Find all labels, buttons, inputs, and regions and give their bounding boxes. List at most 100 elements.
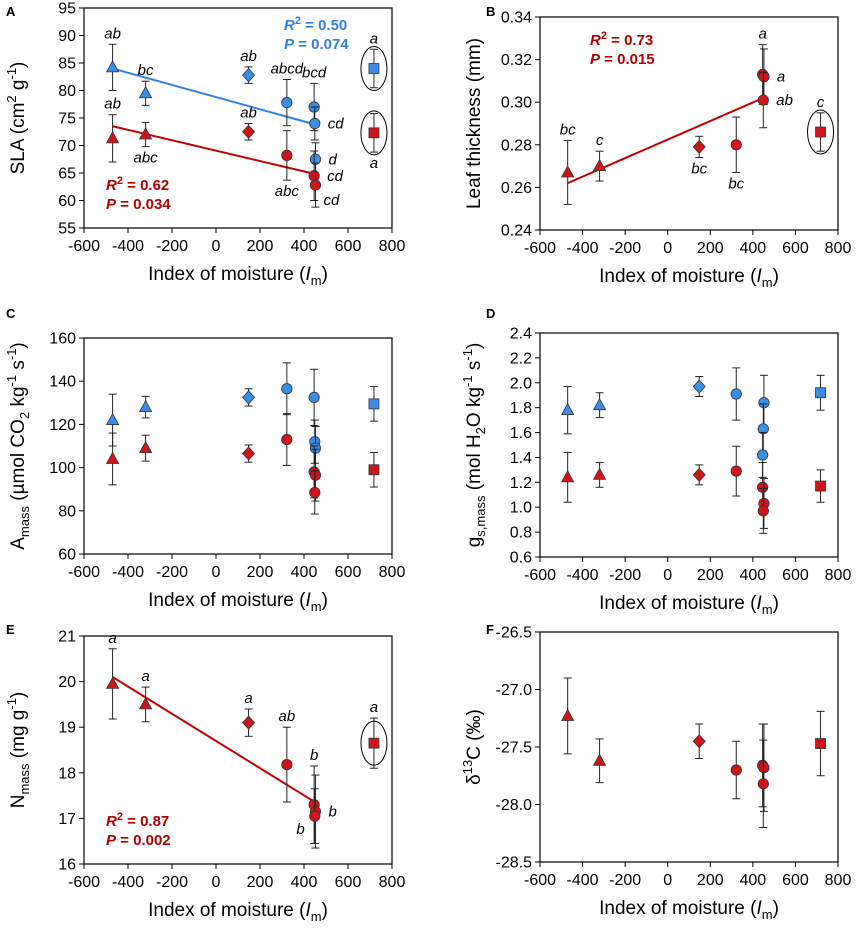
x-tick-label: 200 bbox=[247, 564, 274, 581]
y-axis-label: gs,mass (mol H2O kg-1 s-1) bbox=[460, 343, 488, 548]
data-point-circle bbox=[281, 97, 293, 109]
significance-letter: d bbox=[328, 151, 337, 168]
panel-C: C 60 80 100 120 140 160 -600 -400 -200 0 200 400 600 8… bbox=[4, 306, 405, 614]
label-part: (mg g bbox=[8, 710, 29, 764]
x-tick-label: 800 bbox=[825, 872, 852, 889]
significance-letter: bc bbox=[560, 122, 576, 139]
label-part: C (‰) bbox=[464, 709, 485, 760]
data-point-circle bbox=[281, 149, 293, 161]
label-part: I bbox=[756, 898, 762, 919]
significance-letter: ab bbox=[240, 105, 257, 122]
data-point-triangle bbox=[105, 131, 120, 144]
y-tick-label: 1.8 bbox=[510, 400, 532, 417]
data-point-diamond bbox=[692, 734, 706, 749]
x-tick-label: 800 bbox=[379, 874, 406, 891]
label-part: m bbox=[311, 599, 322, 614]
label-part: Index of moisture ( bbox=[148, 264, 306, 285]
highlight-ellipse bbox=[360, 720, 388, 766]
data-point-circle bbox=[309, 486, 321, 499]
y-tick-label: -28.5 bbox=[496, 855, 533, 872]
data-point-triangle bbox=[105, 412, 120, 425]
panel-letter: E bbox=[6, 622, 15, 637]
significance-letter: bcd bbox=[302, 64, 327, 81]
regression-line bbox=[112, 676, 316, 804]
x-tick-label: 0 bbox=[212, 564, 221, 581]
y-tick-label: 80 bbox=[58, 503, 76, 520]
data-point-circle bbox=[308, 170, 320, 182]
data-point-triangle bbox=[105, 451, 120, 464]
data-point-diamond bbox=[692, 467, 706, 482]
significance-letter: ab bbox=[104, 25, 121, 42]
y-tick-label: -28.0 bbox=[496, 797, 533, 814]
y-axis-label: δ13C (‰) bbox=[460, 709, 485, 785]
data-point-circle bbox=[757, 423, 769, 435]
data-point-triangle bbox=[592, 753, 607, 766]
r-squared-label: R2 = 0.87 bbox=[106, 811, 169, 830]
significance-letter: cd bbox=[328, 116, 345, 133]
x-tick-label: -600 bbox=[524, 240, 556, 257]
label-part: ) bbox=[773, 266, 779, 287]
y-tick-label: 85 bbox=[58, 56, 76, 73]
label-part: g bbox=[8, 79, 29, 95]
label-part: P bbox=[106, 196, 117, 213]
x-tick-label: 600 bbox=[782, 567, 809, 584]
x-tick-label: 200 bbox=[247, 238, 274, 255]
x-tick-label: -400 bbox=[567, 567, 599, 584]
label-part: = 0.62 bbox=[123, 177, 169, 194]
label-part: m bbox=[311, 273, 322, 288]
y-tick-label: 16 bbox=[58, 857, 76, 874]
x-tick-label: -200 bbox=[156, 564, 188, 581]
data-point-circle bbox=[308, 391, 320, 403]
y-tick-label: 20 bbox=[58, 674, 76, 691]
label-part: mass bbox=[17, 763, 32, 795]
label-part: R bbox=[590, 32, 601, 49]
y-tick-label: 60 bbox=[58, 547, 76, 564]
significance-letter: a bbox=[108, 630, 116, 647]
label-part: P bbox=[590, 51, 601, 68]
regression-line bbox=[112, 67, 316, 126]
plot-frame bbox=[83, 635, 393, 865]
data-point-circle bbox=[730, 139, 742, 151]
panel-E: E 16 17 18 19 20 21 -600 -400 -200 0 200 400 600 800 In… bbox=[4, 622, 405, 924]
significance-letter: c bbox=[596, 132, 604, 149]
y-tick-label: 0.30 bbox=[501, 95, 532, 112]
label-part: g bbox=[464, 537, 485, 548]
y-tick-label: 1.6 bbox=[510, 425, 532, 442]
x-tick-label: -200 bbox=[609, 240, 641, 257]
y-tick-label: 0.6 bbox=[510, 550, 532, 567]
data-point-triangle bbox=[560, 402, 575, 416]
p-value-label: P = 0.002 bbox=[106, 832, 171, 849]
y-tick-label: 18 bbox=[58, 765, 76, 782]
x-axis-label: Index of moisture (Im) bbox=[599, 898, 779, 922]
x-tick-label: 0 bbox=[212, 874, 221, 891]
y-tick-label: 55 bbox=[58, 221, 76, 238]
label-part: (mol H bbox=[464, 434, 485, 495]
label-part: m bbox=[762, 907, 773, 922]
label-part: 2 bbox=[295, 15, 301, 27]
label-part: 2 bbox=[4, 95, 19, 102]
significance-letter: bc bbox=[728, 175, 744, 192]
significance-letter: ab bbox=[776, 92, 793, 109]
y-tick-label: 1.4 bbox=[510, 450, 532, 467]
x-axis-label: Index of moisture (Im) bbox=[599, 593, 779, 617]
x-tick-label: -600 bbox=[524, 872, 556, 889]
y-tick-label: 120 bbox=[49, 417, 76, 434]
x-tick-label: 600 bbox=[782, 240, 809, 257]
y-tick-label: 21 bbox=[58, 629, 76, 646]
panel-letter: D bbox=[486, 306, 495, 321]
y-tick-label: 2.4 bbox=[510, 326, 532, 343]
label-part: = 0.87 bbox=[123, 813, 169, 830]
plot-frame bbox=[539, 16, 839, 231]
significance-letter: a bbox=[777, 69, 785, 86]
label-part: = 0.015 bbox=[600, 51, 655, 68]
plot-frame bbox=[83, 337, 393, 555]
significance-letter: ab bbox=[104, 96, 121, 113]
label-part: ) bbox=[8, 62, 29, 68]
data-point-circle bbox=[757, 449, 769, 461]
label-part: Index of moisture ( bbox=[148, 590, 306, 611]
y-tick-label: 60 bbox=[58, 193, 76, 210]
data-point-circle bbox=[757, 94, 769, 106]
significance-letter: cd bbox=[323, 192, 340, 209]
panel-A: A 55 60 65 70 75 80 85 90 95 -600 -400 -200 0 200 400 60… bbox=[4, 1, 405, 289]
